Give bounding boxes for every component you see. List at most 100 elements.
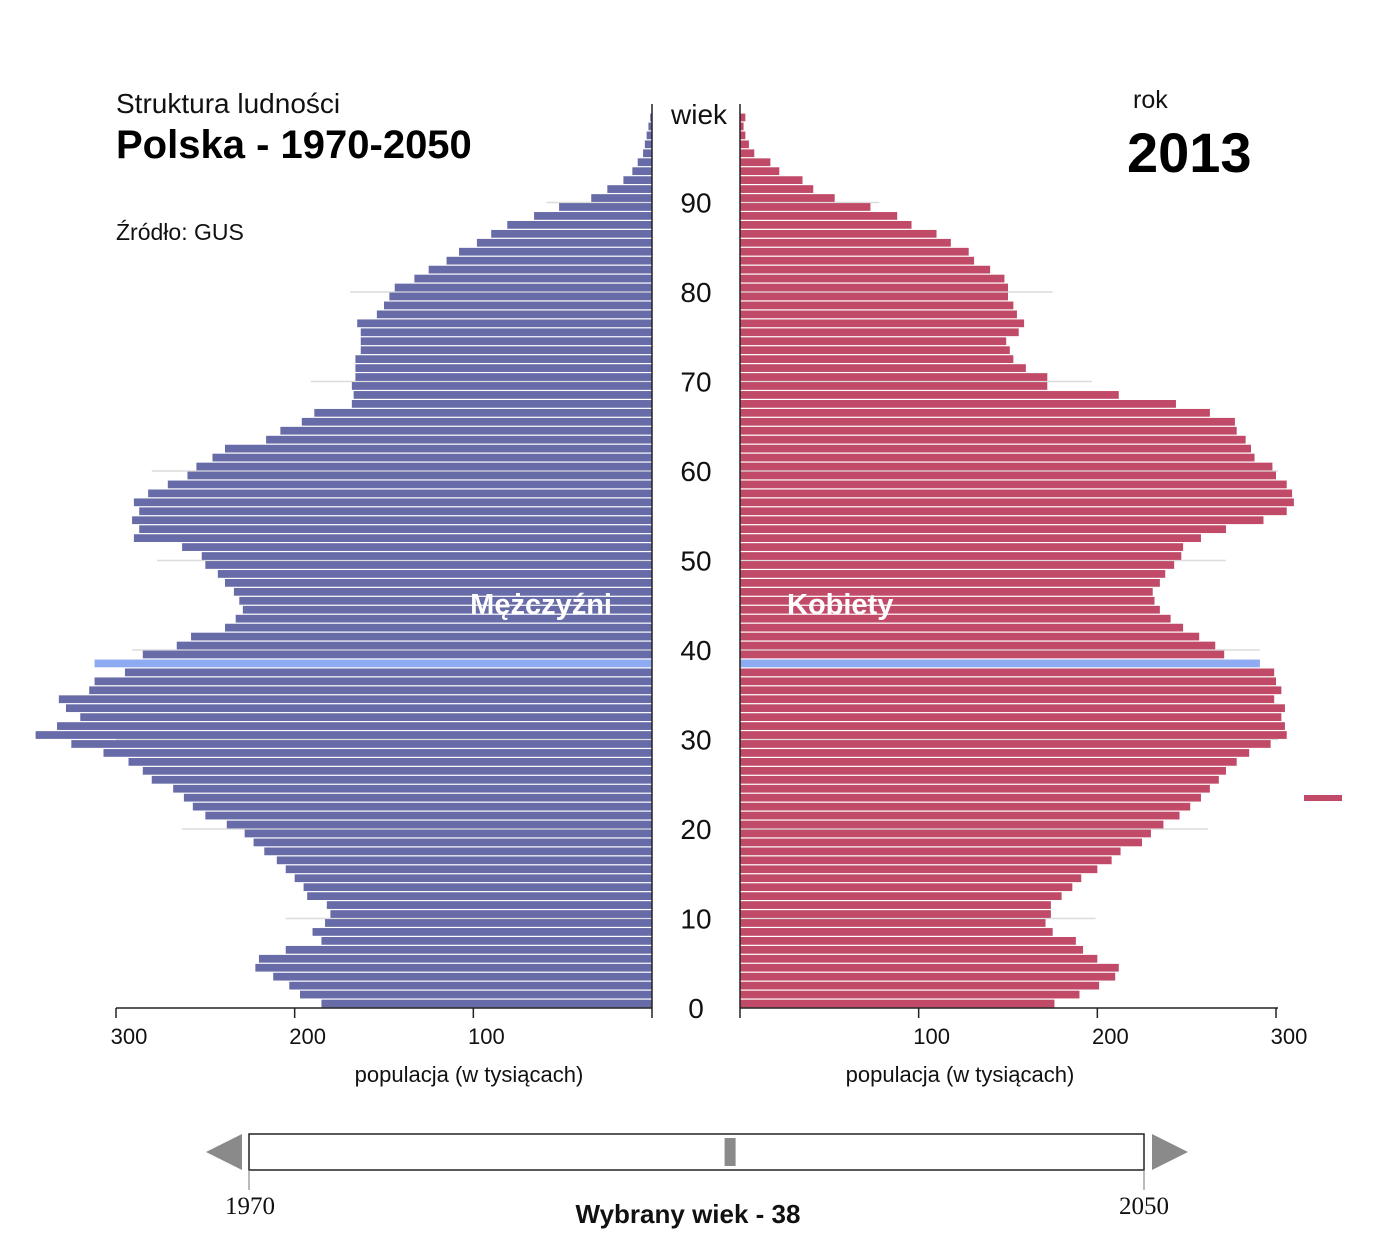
male-bar[interactable] [167, 480, 652, 489]
female-bar[interactable] [740, 122, 744, 131]
male-bar[interactable] [307, 892, 652, 900]
female-bar-selected-age[interactable] [740, 659, 1260, 668]
female-bar[interactable] [740, 802, 1191, 811]
female-bar[interactable] [740, 847, 1121, 856]
female-bar[interactable] [740, 238, 951, 247]
male-bar[interactable] [632, 167, 652, 176]
male-bar[interactable] [559, 203, 652, 211]
female-bar[interactable] [740, 310, 1017, 319]
female-bar[interactable] [740, 713, 1282, 721]
male-bar[interactable] [376, 310, 652, 319]
male-bar[interactable] [301, 417, 652, 426]
female-bar[interactable] [740, 292, 1008, 301]
male-bar[interactable] [607, 185, 652, 193]
female-bar[interactable] [740, 131, 746, 140]
male-bar[interactable] [414, 274, 652, 283]
male-bar[interactable] [355, 355, 652, 363]
male-bar[interactable] [139, 525, 653, 534]
male-bar[interactable] [201, 552, 652, 560]
female-bar[interactable] [740, 480, 1287, 489]
male-bar[interactable] [330, 910, 652, 918]
male-bar[interactable] [507, 221, 652, 229]
female-bar[interactable] [740, 793, 1201, 802]
female-bar[interactable] [740, 838, 1142, 847]
slider-next-arrow-icon[interactable] [1152, 1134, 1188, 1170]
female-bar[interactable] [740, 265, 991, 274]
female-bar[interactable] [740, 731, 1287, 739]
female-bar[interactable] [740, 364, 1026, 372]
male-bar[interactable] [226, 820, 652, 829]
female-bar[interactable] [740, 319, 1025, 328]
female-bar[interactable] [740, 749, 1250, 757]
female-bar[interactable] [740, 176, 803, 184]
male-bar[interactable] [224, 623, 653, 632]
male-bar[interactable] [273, 972, 652, 981]
male-bar[interactable] [235, 614, 652, 623]
female-bar[interactable] [740, 203, 871, 211]
female-bar[interactable] [740, 901, 1051, 909]
female-bar[interactable] [740, 489, 1293, 498]
female-bar[interactable] [740, 301, 1014, 310]
female-bar[interactable] [740, 829, 1151, 838]
female-bar[interactable] [740, 543, 1184, 551]
female-bar[interactable] [740, 382, 1048, 390]
female-bar[interactable] [740, 221, 912, 229]
male-bar[interactable] [351, 400, 652, 408]
male-bar[interactable] [242, 605, 652, 614]
female-bar[interactable] [740, 623, 1184, 632]
male-bar[interactable] [212, 453, 653, 462]
male-bar-selected-age[interactable] [94, 659, 652, 668]
female-bar[interactable] [740, 185, 814, 193]
male-bar[interactable] [321, 937, 652, 945]
female-bar[interactable] [740, 928, 1053, 936]
male-bar[interactable] [289, 981, 652, 990]
male-bar[interactable] [650, 113, 652, 122]
male-bar[interactable] [244, 829, 652, 838]
male-bar[interactable] [360, 328, 652, 337]
male-bar[interactable] [258, 954, 652, 963]
male-bar[interactable] [89, 686, 652, 695]
female-bar[interactable] [740, 507, 1287, 516]
male-bar[interactable] [314, 408, 652, 417]
male-bar[interactable] [285, 945, 652, 954]
year-slider-track[interactable] [248, 1133, 1145, 1171]
female-bar[interactable] [740, 865, 1098, 874]
female-bar[interactable] [740, 954, 1098, 963]
male-bar[interactable] [239, 596, 652, 605]
female-bar[interactable] [740, 874, 1082, 883]
female-bar[interactable] [740, 883, 1073, 892]
male-bar[interactable] [71, 740, 652, 748]
male-bar[interactable] [312, 928, 652, 936]
female-bar[interactable] [740, 579, 1160, 587]
female-bar[interactable] [740, 283, 1008, 292]
female-bar[interactable] [740, 990, 1080, 999]
male-bar[interactable] [224, 444, 653, 453]
female-bar[interactable] [740, 561, 1175, 569]
female-bar[interactable] [740, 775, 1219, 784]
male-bar[interactable] [491, 229, 652, 238]
male-bar[interactable] [148, 489, 652, 498]
female-bar[interactable] [740, 346, 1010, 355]
female-bar[interactable] [740, 614, 1171, 623]
male-bar[interactable] [253, 838, 652, 847]
male-bar[interactable] [459, 247, 652, 256]
female-bar[interactable] [740, 435, 1246, 444]
female-bar[interactable] [740, 587, 1153, 596]
female-bar[interactable] [740, 552, 1182, 560]
female-bar[interactable] [740, 722, 1285, 730]
male-bar[interactable] [124, 668, 653, 677]
male-bar[interactable] [300, 990, 652, 999]
female-bar[interactable] [740, 328, 1019, 337]
female-bar[interactable] [740, 641, 1216, 650]
male-bar[interactable] [35, 731, 653, 739]
male-bar[interactable] [196, 462, 652, 471]
male-bar[interactable] [133, 534, 652, 542]
male-bar[interactable] [623, 176, 652, 184]
female-bar[interactable] [740, 498, 1294, 507]
male-bar[interactable] [233, 587, 653, 596]
female-bar[interactable] [740, 274, 1005, 283]
female-bar[interactable] [740, 525, 1226, 534]
male-bar[interactable] [389, 292, 652, 301]
male-bar[interactable] [264, 847, 652, 856]
female-bar[interactable] [740, 758, 1237, 766]
